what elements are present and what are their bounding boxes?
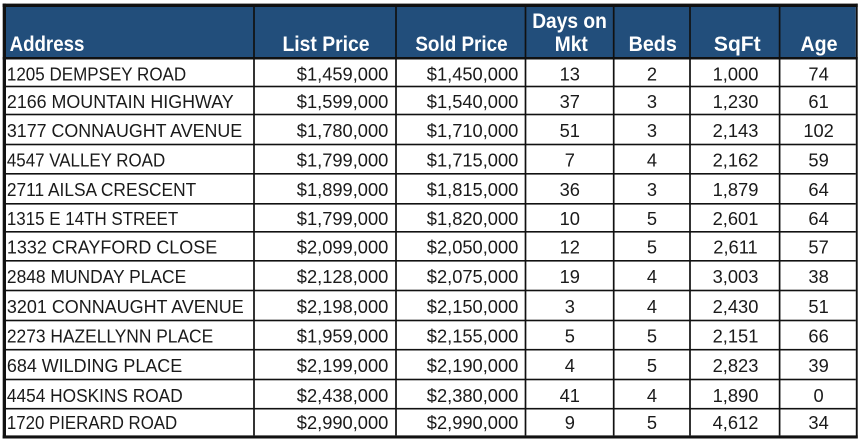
svg-text:37: 37: [560, 91, 580, 112]
svg-text:List Price: List Price: [283, 33, 370, 56]
svg-text:39: 39: [808, 355, 828, 376]
svg-text:2,143: 2,143: [713, 120, 759, 141]
svg-text:$2,990,000: $2,990,000: [427, 412, 519, 433]
svg-text:4: 4: [647, 150, 657, 171]
svg-text:1,230: 1,230: [713, 91, 759, 112]
svg-text:4,612: 4,612: [713, 412, 759, 433]
svg-text:36: 36: [560, 179, 580, 200]
svg-text:3: 3: [565, 296, 575, 317]
svg-text:34: 34: [808, 412, 828, 433]
svg-text:7: 7: [565, 150, 575, 171]
svg-text:4547 VALLEY ROAD: 4547 VALLEY ROAD: [7, 150, 165, 171]
svg-text:$1,959,000: $1,959,000: [297, 326, 389, 347]
svg-text:3: 3: [647, 120, 657, 141]
svg-text:4454 HOSKINS ROAD: 4454 HOSKINS ROAD: [7, 385, 183, 406]
svg-text:74: 74: [808, 64, 828, 85]
svg-text:Address: Address: [10, 33, 85, 56]
svg-text:$1,540,000: $1,540,000: [427, 91, 519, 112]
svg-text:2,151: 2,151: [713, 326, 759, 347]
svg-text:12: 12: [560, 237, 580, 258]
svg-text:64: 64: [808, 208, 828, 229]
svg-text:4: 4: [565, 355, 575, 376]
svg-text:61: 61: [808, 91, 828, 112]
svg-text:1332 CRAYFORD CLOSE: 1332 CRAYFORD CLOSE: [7, 237, 217, 258]
svg-text:19: 19: [560, 266, 580, 287]
svg-text:$2,198,000: $2,198,000: [297, 296, 389, 317]
svg-text:2166 MOUNTAIN HIGHWAY: 2166 MOUNTAIN HIGHWAY: [7, 91, 234, 112]
svg-text:64: 64: [808, 179, 828, 200]
svg-text:Age: Age: [801, 33, 838, 56]
svg-text:2711 AILSA CRESCENT: 2711 AILSA CRESCENT: [7, 179, 196, 200]
svg-text:5: 5: [647, 326, 657, 347]
svg-text:3: 3: [647, 91, 657, 112]
svg-text:2273 HAZELLYNN PLACE: 2273 HAZELLYNN PLACE: [7, 326, 213, 347]
svg-text:$2,099,000: $2,099,000: [297, 237, 389, 258]
svg-text:41: 41: [560, 385, 580, 406]
svg-text:3: 3: [647, 179, 657, 200]
svg-text:51: 51: [560, 120, 580, 141]
svg-text:10: 10: [560, 208, 580, 229]
svg-text:1,879: 1,879: [713, 179, 759, 200]
svg-text:13: 13: [560, 64, 580, 85]
svg-text:2,823: 2,823: [713, 355, 759, 376]
svg-text:$2,199,000: $2,199,000: [297, 355, 389, 376]
svg-text:3,003: 3,003: [713, 266, 759, 287]
svg-text:$2,050,000: $2,050,000: [427, 237, 519, 258]
svg-text:0: 0: [814, 385, 824, 406]
svg-text:$2,150,000: $2,150,000: [427, 296, 519, 317]
svg-text:$1,815,000: $1,815,000: [427, 179, 519, 200]
svg-text:Sold Price: Sold Price: [415, 33, 507, 56]
svg-text:4: 4: [647, 385, 657, 406]
svg-text:$2,380,000: $2,380,000: [427, 385, 519, 406]
svg-text:$2,128,000: $2,128,000: [297, 266, 389, 287]
svg-text:1,890: 1,890: [713, 385, 759, 406]
svg-text:2: 2: [647, 64, 657, 85]
svg-text:5: 5: [647, 208, 657, 229]
svg-text:2,611: 2,611: [713, 237, 757, 258]
svg-text:5: 5: [647, 355, 657, 376]
svg-text:51: 51: [808, 296, 828, 317]
svg-text:66: 66: [808, 326, 828, 347]
svg-text:SqFt: SqFt: [714, 33, 761, 56]
svg-text:3201 CONNAUGHT AVENUE: 3201 CONNAUGHT AVENUE: [7, 296, 244, 317]
svg-text:$1,715,000: $1,715,000: [427, 150, 519, 171]
svg-text:$2,990,000: $2,990,000: [297, 412, 389, 433]
svg-text:684 WILDING PLACE: 684 WILDING PLACE: [7, 355, 182, 376]
svg-text:1205 DEMPSEY ROAD: 1205 DEMPSEY ROAD: [7, 64, 186, 85]
svg-text:$2,155,000: $2,155,000: [427, 326, 519, 347]
svg-text:1,000: 1,000: [713, 64, 759, 85]
svg-text:38: 38: [808, 266, 828, 287]
svg-text:$1,799,000: $1,799,000: [297, 150, 389, 171]
svg-text:5: 5: [565, 326, 575, 347]
svg-text:Mkt: Mkt: [555, 33, 588, 56]
svg-text:5: 5: [647, 237, 657, 258]
svg-text:2,162: 2,162: [713, 150, 759, 171]
svg-text:$1,799,000: $1,799,000: [297, 208, 389, 229]
svg-text:1720 PIERARD ROAD: 1720 PIERARD ROAD: [7, 412, 177, 433]
svg-text:$2,190,000: $2,190,000: [427, 355, 519, 376]
svg-text:5: 5: [647, 412, 657, 433]
svg-text:$1,899,000: $1,899,000: [297, 179, 389, 200]
svg-text:Days on: Days on: [532, 10, 607, 33]
svg-text:57: 57: [808, 237, 828, 258]
svg-text:1315 E 14TH STREET: 1315 E 14TH STREET: [7, 208, 178, 229]
svg-text:3177 CONNAUGHT AVENUE: 3177 CONNAUGHT AVENUE: [7, 120, 242, 141]
svg-text:2,430: 2,430: [713, 296, 759, 317]
svg-text:2848 MUNDAY PLACE: 2848 MUNDAY PLACE: [7, 266, 186, 287]
svg-text:9: 9: [565, 412, 575, 433]
svg-text:4: 4: [647, 266, 657, 287]
svg-text:$1,820,000: $1,820,000: [427, 208, 519, 229]
svg-text:102: 102: [803, 120, 834, 141]
svg-text:$1,710,000: $1,710,000: [427, 120, 519, 141]
svg-text:$2,438,000: $2,438,000: [297, 385, 389, 406]
svg-text:$1,599,000: $1,599,000: [297, 91, 389, 112]
svg-text:$1,780,000: $1,780,000: [297, 120, 389, 141]
svg-text:4: 4: [647, 296, 657, 317]
svg-text:59: 59: [808, 150, 828, 171]
svg-text:Beds: Beds: [629, 33, 677, 56]
svg-text:2,601: 2,601: [713, 208, 759, 229]
svg-text:$2,075,000: $2,075,000: [427, 266, 519, 287]
svg-text:$1,459,000: $1,459,000: [297, 64, 389, 85]
svg-text:$1,450,000: $1,450,000: [427, 64, 519, 85]
